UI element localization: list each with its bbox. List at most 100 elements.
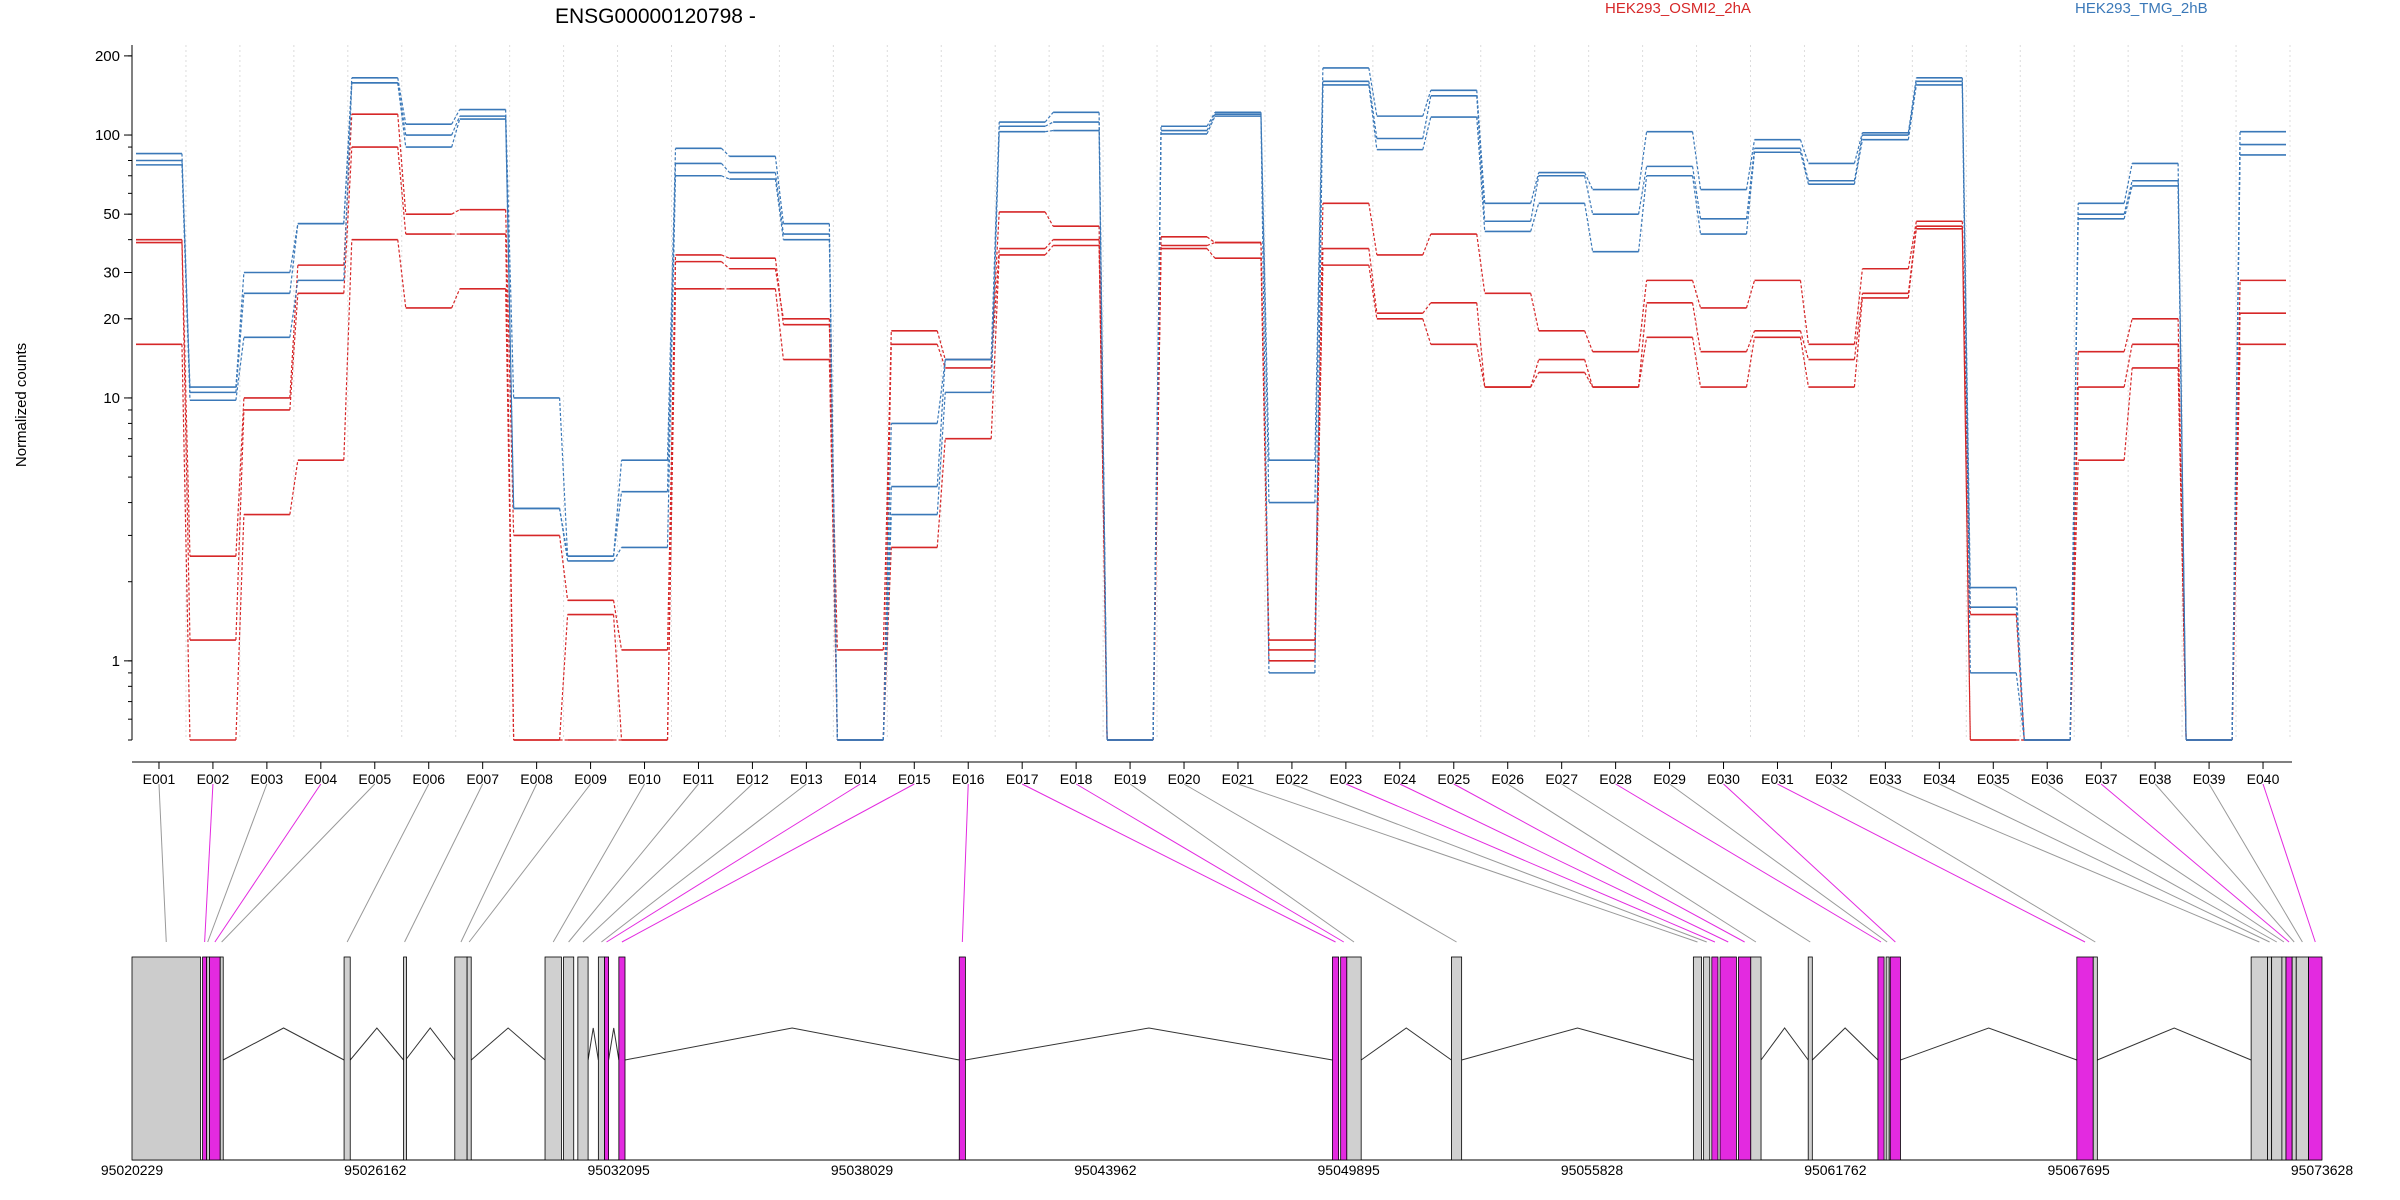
exon-block <box>544 956 562 1161</box>
series-transition <box>936 344 946 369</box>
series-transition <box>1206 112 1216 127</box>
x-tick-label: E029 <box>1653 771 1686 787</box>
series-transition <box>828 239 838 741</box>
series-transition <box>2069 460 2079 741</box>
series-transition <box>990 254 1000 439</box>
series-transition <box>1422 318 1432 345</box>
exon-connector <box>214 783 322 943</box>
series-transition <box>2069 218 2079 741</box>
exon-connector <box>2208 783 2303 943</box>
series-transition <box>1584 330 1594 352</box>
series-transition <box>1368 203 1378 255</box>
series-transition <box>1691 337 1702 388</box>
coordinate-label: 95061762 <box>1804 1162 1867 1178</box>
series-transition <box>1584 372 1594 388</box>
intron-line <box>1760 1027 1809 1061</box>
series-transition <box>1476 302 1486 388</box>
series-transition <box>235 409 245 641</box>
intron-line <box>222 1027 345 1061</box>
series-transition <box>1206 248 1216 259</box>
x-tick-label: E004 <box>304 771 337 787</box>
series-transition <box>1422 95 1432 139</box>
series-transition <box>2123 344 2133 388</box>
exon-connector <box>552 783 645 943</box>
exon-connector <box>207 783 268 943</box>
x-tick-label: E035 <box>1977 771 2010 787</box>
series-transition <box>1368 67 1378 117</box>
x-tick-label: E020 <box>1168 771 1201 787</box>
series-transition <box>397 239 407 308</box>
exon-block <box>1711 956 1719 1161</box>
exon-block <box>1703 956 1711 1161</box>
intron-line <box>2097 1027 2252 1061</box>
series-transition <box>451 288 461 309</box>
series-layer <box>136 67 2286 741</box>
series-transition <box>181 164 191 401</box>
exon-connector <box>1939 783 2270 943</box>
series-transition <box>882 514 892 741</box>
exon-block <box>202 956 208 1161</box>
series-transition <box>289 460 299 515</box>
series-transition <box>1368 265 1378 319</box>
exon-connector <box>1345 783 1716 943</box>
x-tick-label: E039 <box>2193 771 2226 787</box>
exon-connector <box>601 783 807 943</box>
series-transition <box>990 131 1000 393</box>
y-tick-label: 10 <box>103 390 120 407</box>
gene-model: 95020229 95026162 95032095 95038029 95043962… <box>101 956 2353 1178</box>
x-tick-label: E019 <box>1114 771 1147 787</box>
x-tick-label: E036 <box>2031 771 2064 787</box>
series-transition <box>235 397 245 557</box>
x-tick-label: E030 <box>1707 771 1740 787</box>
intron-line <box>470 1027 546 1061</box>
exon-block <box>577 956 589 1161</box>
series-transition <box>1638 302 1648 388</box>
exon-connector <box>1507 783 1757 943</box>
x-tick-label: E002 <box>197 771 230 787</box>
x-tick-label: E001 <box>143 771 176 787</box>
exon-connector <box>961 783 969 943</box>
exon-block <box>2281 956 2287 1161</box>
series-transition <box>1422 116 1432 150</box>
exon-block <box>2285 956 2293 1161</box>
series-transition <box>936 438 946 548</box>
x-tick-label: E037 <box>2085 771 2118 787</box>
series-transition <box>559 614 569 741</box>
intron-line <box>624 1027 960 1061</box>
series-transition <box>1476 344 1486 388</box>
exon-block <box>2295 956 2309 1161</box>
series-transition <box>181 242 191 641</box>
series-transition <box>1530 175 1540 222</box>
legend-label-osmi2: HEK293_OSMI2_2hA <box>1605 0 1751 17</box>
series-transition <box>397 82 407 136</box>
series-transition <box>1745 152 1756 235</box>
series-transition <box>1961 228 1971 741</box>
y-tick-label: 30 <box>103 264 120 281</box>
series-transition <box>612 600 623 651</box>
series-transition <box>1206 236 1216 244</box>
series-transition <box>613 547 623 562</box>
series-transition <box>1206 241 1216 247</box>
exon-connector <box>1453 783 1745 943</box>
intron-line <box>1461 1027 1694 1061</box>
series-transition <box>1745 139 1756 190</box>
series-transition <box>1476 234 1486 294</box>
series-transition <box>1368 84 1378 150</box>
series-transition <box>1476 117 1486 232</box>
exon-block <box>2291 956 2297 1161</box>
exon-block <box>403 956 407 1161</box>
series-transition <box>1961 81 1971 608</box>
y-tick-label: 200 <box>95 48 120 65</box>
series-transition <box>1098 130 1108 741</box>
exon-connector <box>1615 783 1882 943</box>
exon-connector <box>221 783 376 943</box>
series-transition <box>1314 67 1324 461</box>
exon-block <box>1332 956 1340 1161</box>
series-transition <box>1853 293 1863 360</box>
x-tick-label: E025 <box>1437 771 1470 787</box>
exon-connector <box>582 783 753 943</box>
exon-connector <box>1291 783 1707 943</box>
series-transition <box>1152 133 1162 741</box>
intron-line <box>349 1027 404 1061</box>
exon-block <box>1807 956 1813 1161</box>
